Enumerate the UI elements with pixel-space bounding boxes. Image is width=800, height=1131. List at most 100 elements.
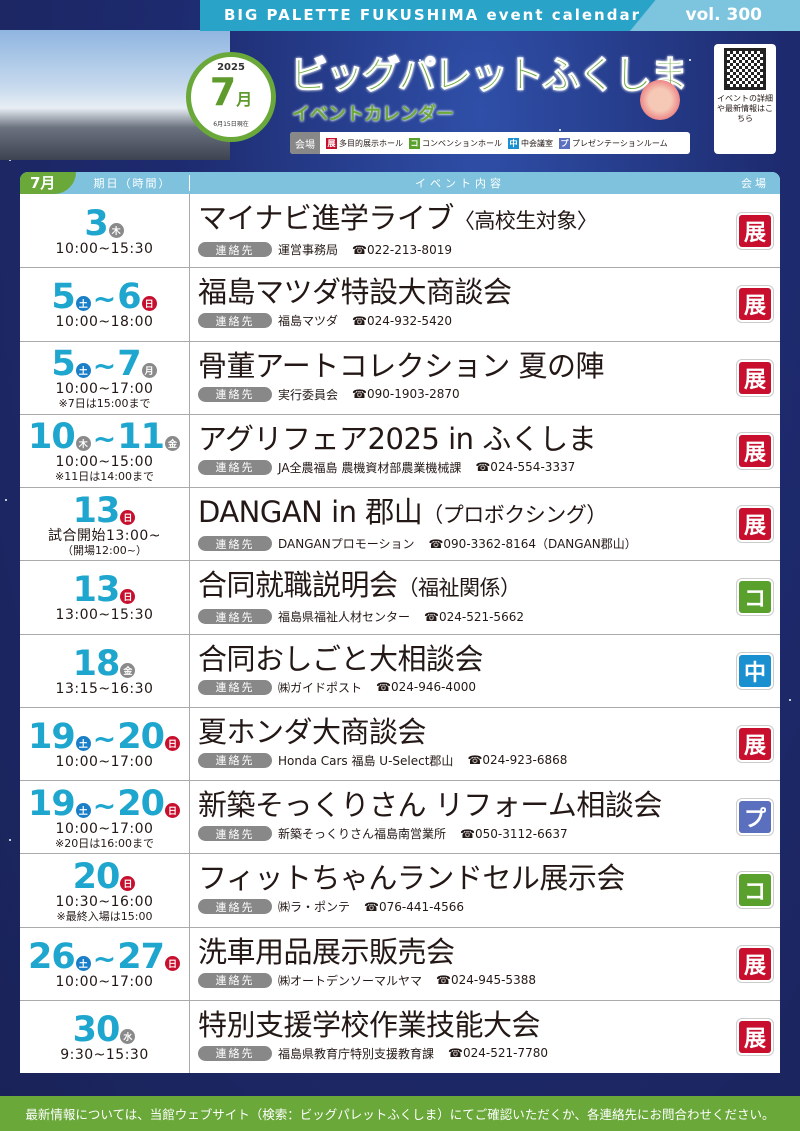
event-cell: 洗車用品展示販売会 連絡先 ㈱オートデンソーマルヤマ ☎024-945-5388 xyxy=(190,928,730,1000)
event-time: 9:30~15:30 xyxy=(60,1046,149,1063)
table-row: 13 日 13:00~15:30 合同就職説明会（福祉関係） 連絡先 福島県福祉人材センタ… xyxy=(20,560,780,634)
day-number: 13 xyxy=(72,490,121,531)
contact-label: 連絡先 xyxy=(198,536,272,551)
weekday-badge: 金 xyxy=(164,436,180,452)
day-number: 11 xyxy=(117,417,165,458)
event-time: 10:00~17:00 xyxy=(55,753,154,770)
date-cell: 18 金 13:15~16:30 xyxy=(20,634,190,707)
venue-badge: 展 xyxy=(739,508,771,541)
as-of-date: 6月15日現在 xyxy=(213,121,249,128)
date-cell: 13 日 13:00~15:30 xyxy=(20,561,190,634)
event-cell: マイナビ進学ライブ〈高校生対象〉 連絡先 運営事務局 ☎022-213-8019 xyxy=(190,194,730,267)
date-line: 5 土 ~6 日 xyxy=(20,277,189,318)
weekday-badge: 土 xyxy=(75,735,91,751)
event-time: 13:00~15:30 xyxy=(55,607,154,624)
event-name: 骨董アートコレクション 夏の陣 xyxy=(198,348,730,384)
event-cell: 合同おしごと大相談会 連絡先 ㈱ガイドポスト ☎024-946-4000 xyxy=(190,635,730,707)
date-line: 5 土 ~7 月 xyxy=(20,347,189,382)
phone-number: ☎076-441-4566 xyxy=(364,899,464,914)
phone-number: ☎024-945-5388 xyxy=(436,973,536,987)
date-line: 20 日 xyxy=(20,859,189,894)
table-header: 7月 期日（時間） イベント内容 会場 xyxy=(20,172,780,194)
day-number: 30 xyxy=(72,1009,121,1050)
date-range-tilde: ~ xyxy=(92,941,117,975)
event-title: 夏ホンダ大商談会 xyxy=(198,714,427,749)
weekday-badge: 日 xyxy=(120,589,136,605)
venue-badge: 展 xyxy=(739,727,771,760)
venue-cell: コ xyxy=(730,854,780,926)
event-table: 7月 期日（時間） イベント内容 会場 3 木 10:00~15:30 マイナビ進学ラ… xyxy=(20,172,780,1073)
table-row: 10 木 ~11 金 10:00~15:00 ※11日は14:00まで アグリフェア2025… xyxy=(20,413,780,487)
event-name: 合同就職説明会（福祉関係） xyxy=(198,567,730,606)
day-number: 27 xyxy=(117,936,165,977)
date-cell: 10 木 ~11 金 10:00~15:00 ※11日は14:00まで xyxy=(20,414,190,487)
table-row: 30 水 9:30~15:30 特別支援学校作業技能大会 連絡先 福島県教育庁特別支援教育… xyxy=(20,999,780,1073)
event-name: 福島マツダ特設大商談会 xyxy=(198,274,730,310)
venue-cell: 展 xyxy=(730,415,780,487)
event-time: 10:00~18:00 xyxy=(55,314,154,331)
day-number: 6 xyxy=(117,277,141,318)
event-name: アグリフェア2025 in ふくしま xyxy=(198,421,730,457)
contact-line: 連絡先 福島県教育庁特別支援教育課 ☎024-521-7780 xyxy=(198,1045,730,1062)
weekday-badge: 土 xyxy=(75,802,91,818)
event-cell: フィットちゃんランドセル展示会 連絡先 ㈱ラ・ポンテ ☎076-441-4566 xyxy=(190,854,730,926)
venue-cell: 展 xyxy=(730,268,780,340)
event-time-note: ※11日は14:00まで xyxy=(55,470,154,484)
table-row: 19 土 ~20 日 10:00~17:00 夏ホンダ大商談会 連絡先 Honda Cars … xyxy=(20,706,780,780)
weekday-badge: 日 xyxy=(164,735,180,751)
legend-item-name: コンベンションホール xyxy=(422,138,502,148)
contact-line: 連絡先 新築そっくりさん福島南営業所 ☎050-3112-6637 xyxy=(198,825,730,842)
contact-name: ㈱ガイドポスト xyxy=(278,680,363,695)
contact-line: 連絡先 福島県福祉人材センター ☎024-521-5662 xyxy=(198,608,730,625)
event-title: アグリフェア2025 in ふくしま xyxy=(198,421,597,456)
event-time: 10:00~15:00 xyxy=(55,454,154,471)
event-title: 合同就職説明会 xyxy=(198,568,398,603)
banner: BIG PALETTE FUKUSHIMA event calendar xyxy=(200,0,660,31)
event-cell: DANGAN in 郡山（プロボクシング） 連絡先 DANGANプロモーション ☎09… xyxy=(190,488,730,560)
date-line: 13 日 xyxy=(20,490,189,531)
table-row: 13 日試合開始13:00~ （開場12:00~） DANGAN in 郡山（プロボク… xyxy=(20,487,780,561)
date-line: 19 土 ~20 日 xyxy=(20,719,189,754)
contact-label: 連絡先 xyxy=(198,609,272,625)
table-row: 20 日 10:30~16:00 ※最終入場は15:00 フィットちゃんランドセル展示会… xyxy=(20,853,780,927)
legend-item: ププレゼンテーションルーム xyxy=(559,137,668,149)
contact-line: 連絡先 JA全農福島 農機資材部農業機械課 ☎024-554-3337 xyxy=(198,459,730,476)
qr-code[interactable] xyxy=(724,48,766,90)
contact-label: 連絡先 xyxy=(198,386,272,402)
date-line: 13 日 xyxy=(20,573,189,608)
date-line: 18 金 xyxy=(20,643,189,684)
event-title: マイナビ進学ライブ xyxy=(198,201,454,235)
legend-label: 会場 xyxy=(290,132,320,154)
weekday-badge: 土 xyxy=(75,296,91,312)
event-title: 合同おしごと大相談会 xyxy=(198,641,484,676)
phone-number: ☎024-923-6868 xyxy=(467,753,568,768)
event-name: 夏ホンダ大商談会 xyxy=(198,714,730,750)
event-time: 10:00~15:30 xyxy=(55,240,154,257)
weekday-badge: 土 xyxy=(75,363,91,379)
weekday-badge: 木 xyxy=(75,436,91,452)
venue-badge: プ xyxy=(559,137,570,149)
footer-note: 最新情報については、当館ウェブサイト（検索：ビッグパレットふくしま）にてご確認い… xyxy=(0,1096,800,1131)
phone-number: ☎024-521-5662 xyxy=(424,609,524,624)
venue-badge: コ xyxy=(739,874,771,907)
day-number: 18 xyxy=(72,643,121,684)
contact-label: 連絡先 xyxy=(198,972,272,988)
event-title-sub: （福祉関係） xyxy=(397,576,522,601)
venue-cell: 展 xyxy=(730,342,780,414)
contact-name: 運営事務局 xyxy=(278,243,339,257)
contact-name: JA全農福島 農機資材部農業機械課 xyxy=(278,460,462,475)
date-line: 26 土 ~27 日 xyxy=(20,936,189,977)
venue-badge: 展 xyxy=(326,137,337,149)
contact-line: 連絡先 DANGANプロモーション ☎090-3362-8164（DANGAN郡山） xyxy=(198,535,730,552)
qr-code-box[interactable]: イベントの詳細や最新情報はこちら xyxy=(714,44,776,154)
table-row: 19 土 ~20 日 10:00~17:00 ※20日は16:00まで 新築そっくりさん リ… xyxy=(20,780,780,854)
venue-cell: 展 xyxy=(730,708,780,780)
event-title: 福島マツダ特設大商談会 xyxy=(198,275,512,310)
contact-name: DANGANプロモーション xyxy=(278,537,415,551)
venue-badge: 展 xyxy=(739,1020,771,1053)
venue-badge: 展 xyxy=(739,361,771,394)
contact-line: 連絡先 実行委員会 ☎090-1903-2870 xyxy=(198,386,730,403)
event-cell: 福島マツダ特設大商談会 連絡先 福島マツダ ☎024-932-5420 xyxy=(190,268,730,340)
table-row: 3 木 10:00~15:30 マイナビ進学ライブ〈高校生対象〉 連絡先 運営事務局 ☎02… xyxy=(20,194,780,268)
